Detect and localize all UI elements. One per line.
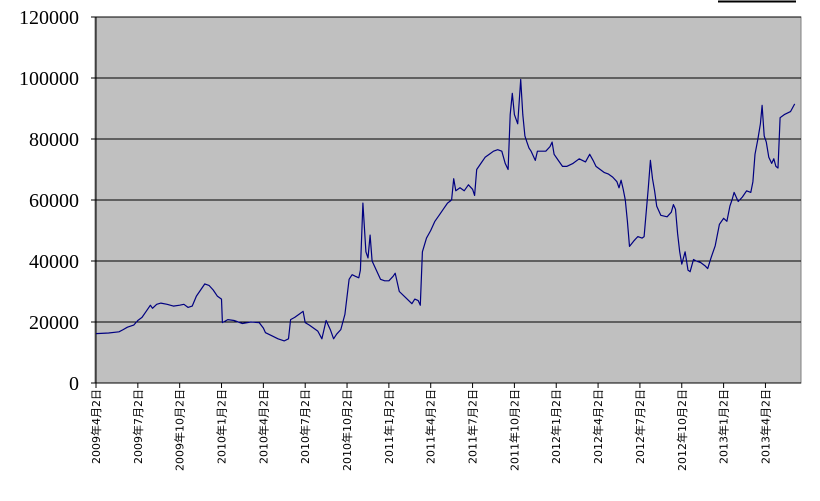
y-tick-label: 80000 <box>29 129 79 151</box>
y-tick-label: 20000 <box>29 312 79 334</box>
y-tick-label: 120000 <box>19 7 79 29</box>
x-tick-label: 2009年10月2日 <box>173 389 187 471</box>
x-tick-label: 2010年10月2日 <box>340 389 354 471</box>
gridlines <box>96 16 801 323</box>
x-tick-label: 2012年4月2日 <box>591 389 605 464</box>
x-axis-ticks: 2009年4月2日 2009年7月2日 2009年10月2日 2010年1月2日 201… <box>89 383 772 471</box>
x-tick-label: 2011年10月2日 <box>507 389 521 471</box>
x-tick-label: 2010年7月2日 <box>298 389 312 464</box>
x-tick-label: 2011年4月2日 <box>424 389 438 464</box>
y-tick-label: 40000 <box>29 251 79 273</box>
x-tick-label: 2009年7月2日 <box>131 389 145 464</box>
x-tick-label: 2012年10月2日 <box>675 389 689 471</box>
y-tick-label: 0 <box>69 373 79 395</box>
y-tick-label: 100000 <box>19 68 79 90</box>
series-line-0 <box>95 78 796 342</box>
x-tick-label: 2011年1月2日 <box>382 389 396 464</box>
x-tick-label: 2010年4月2日 <box>256 389 270 464</box>
x-tick-label: 2012年7月2日 <box>633 389 647 464</box>
x-tick-label: 2012年1月2日 <box>549 389 563 464</box>
x-tick-label: 2009年4月2日 <box>89 389 103 464</box>
x-tick-label: 2013年1月2日 <box>717 389 731 464</box>
y-tick-label: 60000 <box>29 190 79 212</box>
x-tick-label: 2011年7月2日 <box>466 389 480 464</box>
x-tick-label: 2013年4月2日 <box>758 389 772 464</box>
x-tick-label: 2010年1月2日 <box>215 389 229 464</box>
y-axis-ticks: 0 20000 40000 60000 80000 100000 120000 <box>19 7 96 395</box>
series-group <box>95 78 796 342</box>
